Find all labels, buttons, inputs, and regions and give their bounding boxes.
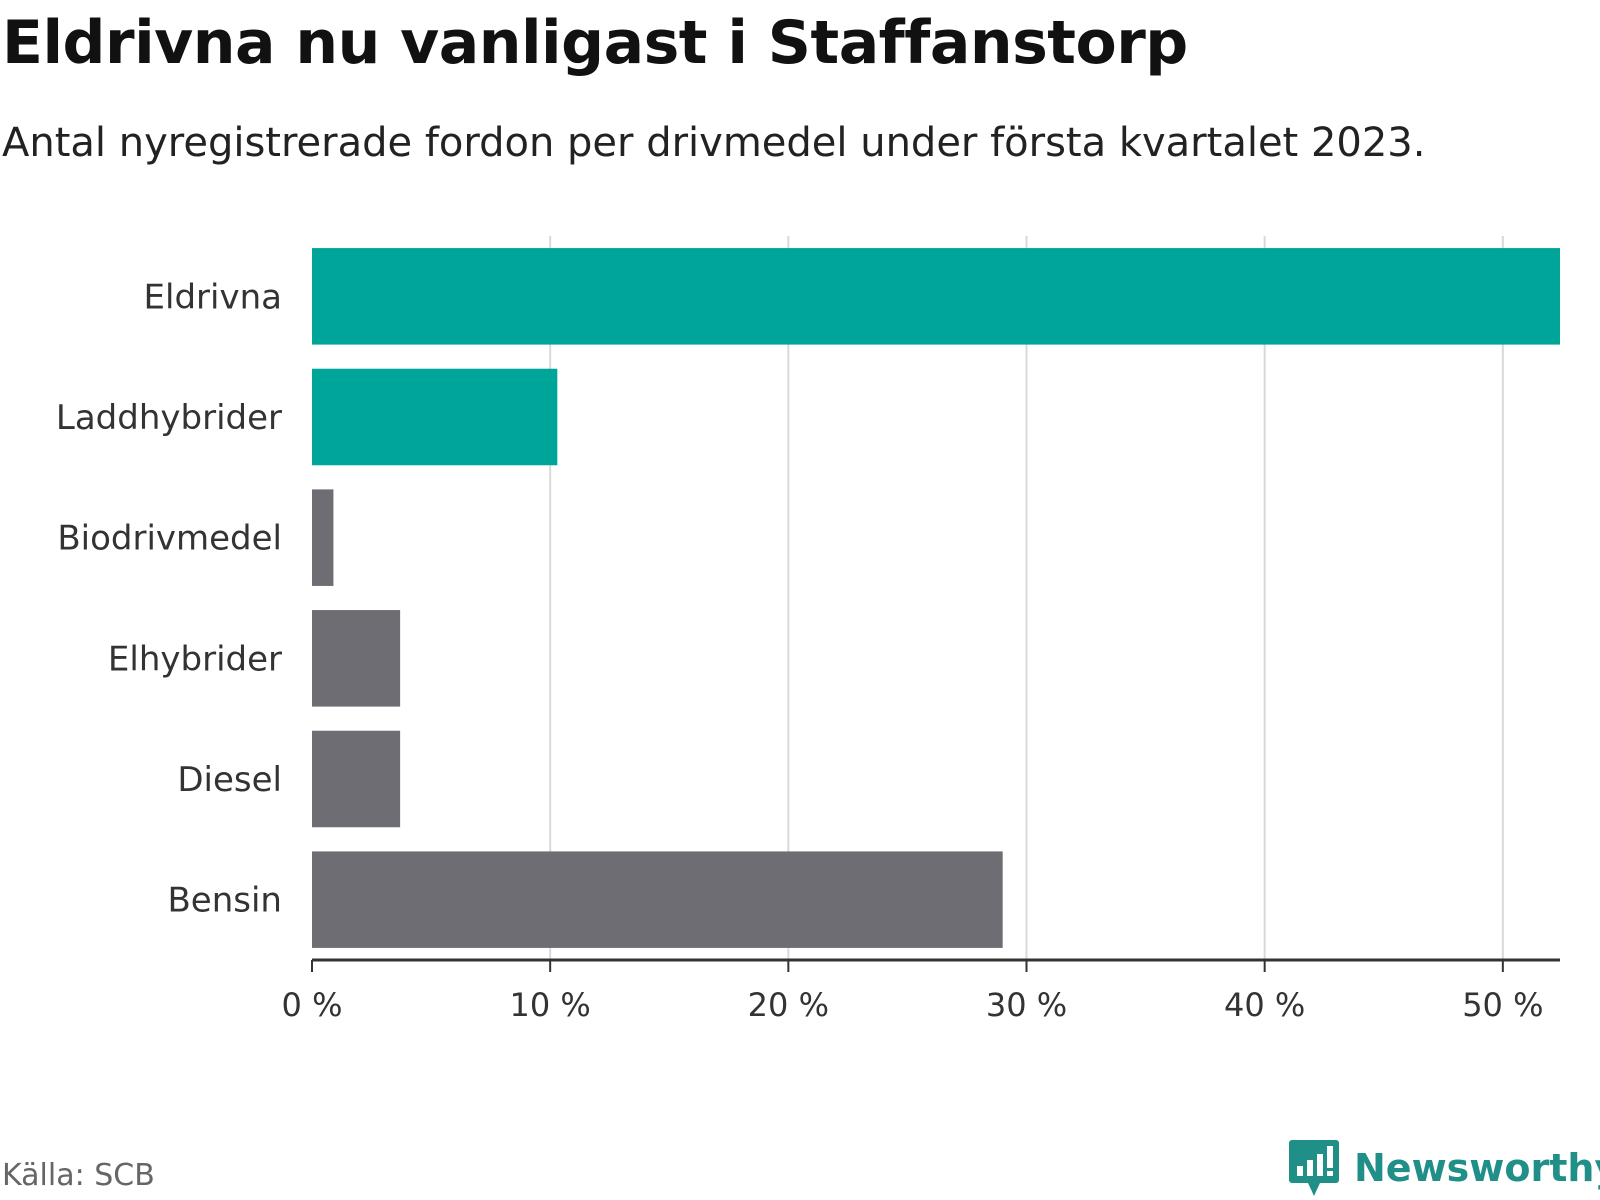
x-tick-label: 40 % — [1224, 986, 1305, 1024]
category-label: Laddhybrider — [56, 398, 282, 438]
category-label: Elhybrider — [108, 639, 282, 679]
brand-name: Newsworthy — [1354, 1146, 1600, 1190]
bar — [312, 730, 401, 828]
category-label: Biodrivmedel — [57, 519, 282, 559]
chart-title: Eldrivna nu vanligast i Staffanstorp — [2, 8, 1188, 78]
bar — [312, 368, 558, 466]
bars — [312, 248, 1560, 948]
x-tick-label: 50 % — [1462, 986, 1543, 1024]
bar — [312, 851, 1003, 948]
bar — [312, 610, 401, 707]
x-tick-label: 0 % — [282, 986, 343, 1024]
x-tick-label: 20 % — [748, 986, 829, 1024]
x-axis: 0 % 10 % 20 % 30 % 40 % 50 % — [282, 958, 1560, 1024]
category-labels: Eldrivna Laddhybrider Biodrivmedel Elhybrid… — [56, 277, 282, 920]
category-label: Diesel — [177, 760, 282, 800]
bar — [312, 248, 1560, 345]
category-label: Bensin — [167, 881, 282, 921]
bar — [312, 489, 334, 586]
brand-logo: Newsworthy — [1288, 1138, 1600, 1198]
x-tick-label: 30 % — [986, 986, 1067, 1024]
x-tick-label: 10 % — [510, 986, 591, 1024]
grid-lines — [549, 236, 1504, 960]
chart-subtitle: Antal nyregistrerade fordon per drivmede… — [2, 120, 1426, 166]
category-label: Eldrivna — [144, 277, 282, 317]
source-note: Källa: SCB — [2, 1158, 155, 1193]
newsworthy-logo-icon — [1289, 1140, 1339, 1196]
bar-chart: Eldrivna Laddhybrider Biodrivmedel Elhybrid… — [56, 236, 1560, 1024]
